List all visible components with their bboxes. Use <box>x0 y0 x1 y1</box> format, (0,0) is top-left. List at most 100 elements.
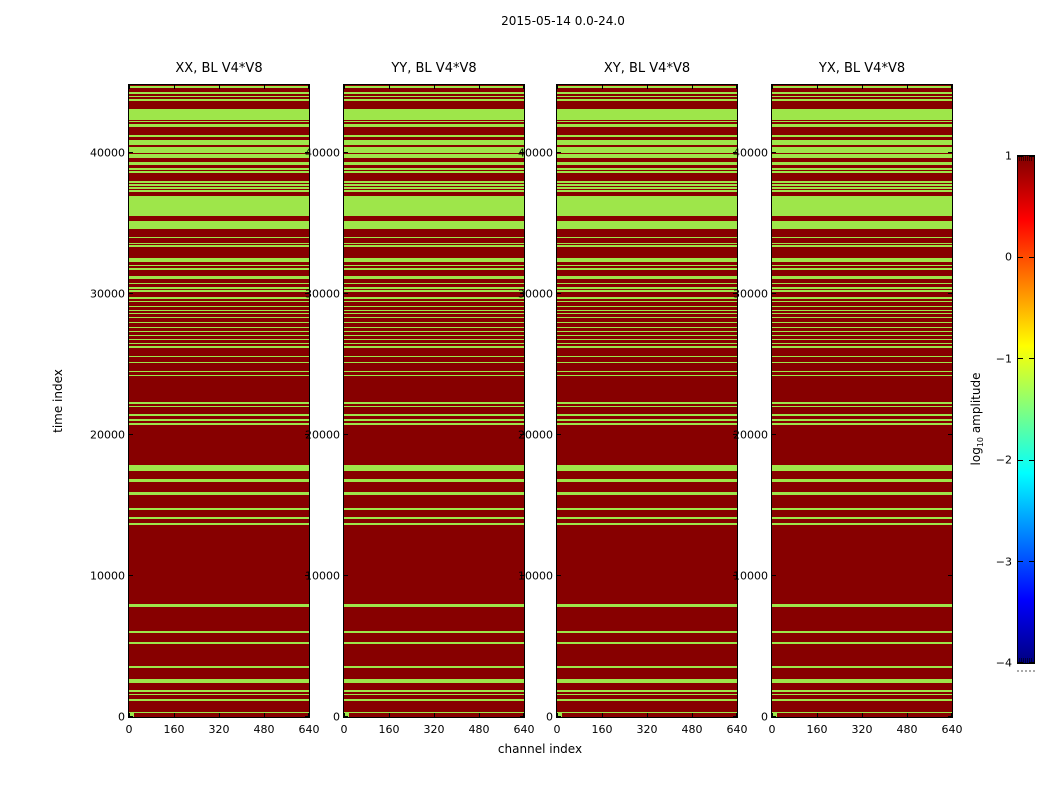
x-tick-label: 640 <box>726 723 748 736</box>
colorbar-tick-mark <box>1018 256 1023 258</box>
flagged-time-band <box>557 245 737 248</box>
x-tick-label: 640 <box>298 723 320 736</box>
x-axis-label: channel index <box>497 742 583 756</box>
flagged-time-band <box>557 167 737 170</box>
flagged-time-band <box>772 492 952 495</box>
y-tick-mark <box>948 293 952 295</box>
colorbar-label: log10 amplitude <box>969 373 985 466</box>
y-tick-label: 10000 <box>305 569 340 583</box>
flagged-time-band <box>129 690 309 693</box>
x-tick-label: 640 <box>513 723 535 736</box>
flagged-time-band <box>129 91 309 94</box>
x-tick-mark <box>557 713 558 717</box>
flagged-time-band <box>557 312 737 315</box>
flagged-time-band <box>557 338 737 341</box>
x-tick-label: 320 <box>423 723 445 736</box>
flagged-time-band <box>129 312 309 315</box>
colorbar-tick-label: −3 <box>995 555 1012 569</box>
y-tick-label: 30000 <box>305 287 340 301</box>
flagged-time-band <box>772 693 952 696</box>
flagged-time-band <box>344 98 524 101</box>
origin-marker <box>557 713 563 717</box>
flagged-time-band <box>344 120 524 123</box>
x-tick-mark <box>816 85 818 89</box>
flagged-time-band <box>772 641 952 645</box>
flagged-time-band <box>772 374 952 377</box>
flagged-time-band <box>129 346 309 349</box>
x-tick-mark <box>129 85 130 89</box>
flagged-time-band <box>557 120 737 123</box>
x-tick-mark <box>478 713 480 717</box>
x-tick-mark <box>691 713 693 717</box>
flagged-time-band <box>129 414 309 416</box>
colorbar-end-comb <box>1025 156 1026 161</box>
flagged-time-band <box>557 153 737 158</box>
flagged-time-band <box>129 679 309 684</box>
y-tick-mark <box>129 575 133 577</box>
flagged-time-band <box>557 405 737 408</box>
flagged-time-band <box>344 342 524 345</box>
flagged-time-band <box>344 316 524 319</box>
x-tick-mark <box>557 85 558 89</box>
flagged-time-band <box>772 361 952 364</box>
flagged-time-band <box>557 679 737 684</box>
flagged-time-band <box>772 309 952 312</box>
colorbar-end-comb <box>1029 658 1030 663</box>
flagged-time-band <box>772 167 952 170</box>
flagged-time-band <box>129 326 309 329</box>
x-tick-label: 480 <box>253 723 275 736</box>
origin-marker <box>344 713 350 717</box>
panel-title-yy: YY, BL V4*V8 <box>391 61 477 76</box>
y-tick-label: 0 <box>118 710 125 724</box>
x-tick-label: 0 <box>768 723 776 736</box>
y-tick-mark <box>520 293 524 295</box>
flagged-time-band <box>557 414 737 416</box>
y-tick-mark <box>305 716 309 717</box>
x-tick-mark <box>906 713 908 717</box>
flagged-time-band <box>772 287 952 290</box>
flagged-time-band <box>344 275 524 279</box>
flagged-time-band <box>557 604 737 607</box>
panel-title-xx: XX, BL V4*V8 <box>175 61 263 76</box>
y-tick-label: 40000 <box>90 146 125 160</box>
flagged-time-band <box>129 464 309 471</box>
flagged-time-band <box>557 690 737 693</box>
flagged-time-band <box>557 220 737 229</box>
flagged-time-band <box>129 516 309 519</box>
flagged-time-band <box>772 195 952 216</box>
flagged-time-band <box>129 305 309 308</box>
flagged-time-band <box>772 321 952 324</box>
flagged-time-band <box>344 374 524 377</box>
flagged-time-band <box>772 236 952 239</box>
flagged-time-band <box>557 162 737 166</box>
flagged-time-band <box>772 134 952 137</box>
flagged-time-band <box>129 134 309 137</box>
flagged-time-band <box>557 297 737 300</box>
y-tick-mark <box>772 575 776 577</box>
flagged-time-band <box>772 95 952 98</box>
heatmap-panel-yx <box>771 84 953 718</box>
x-tick-mark <box>906 85 908 89</box>
colorbar-tick-mark <box>1029 662 1034 663</box>
flagged-time-band <box>557 374 737 377</box>
x-tick-label: 160 <box>163 723 185 736</box>
flagged-time-band <box>129 361 309 364</box>
x-tick-label: 0 <box>340 723 348 736</box>
y-tick-mark <box>129 152 133 154</box>
colorbar-end-comb <box>1025 658 1026 663</box>
x-tick-mark <box>601 713 603 717</box>
flagged-time-band <box>129 171 309 173</box>
colorbar-tick-label: −4 <box>995 656 1012 670</box>
flagged-time-band <box>129 139 309 145</box>
flagged-time-band <box>557 699 737 702</box>
flagged-time-band <box>772 418 952 421</box>
colorbar-end-comb <box>1029 156 1030 161</box>
flagged-time-band <box>344 361 524 364</box>
flagged-time-band <box>772 282 952 285</box>
colorbar-tick-mark <box>1029 156 1034 157</box>
flagged-time-band <box>344 711 524 714</box>
colorbar-tick-mark <box>1018 662 1023 663</box>
y-tick-mark <box>344 716 348 717</box>
flagged-time-band <box>129 492 309 495</box>
y-tick-label: 30000 <box>733 287 768 301</box>
